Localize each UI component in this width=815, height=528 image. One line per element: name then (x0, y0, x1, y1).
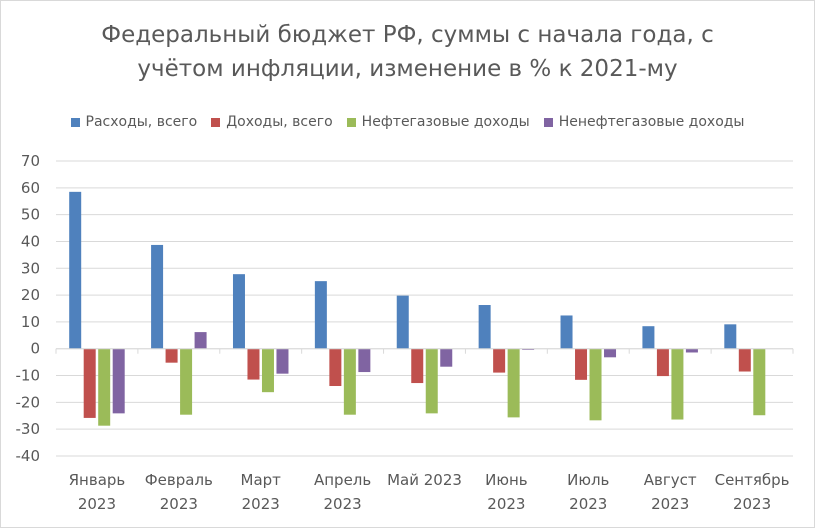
bar-oil-gas (753, 348, 766, 416)
bar-non-oil-gas (685, 348, 698, 353)
y-tick-label: 20 (21, 286, 40, 304)
x-tick-label: Май 2023 (387, 471, 462, 489)
legend-label-non-oil-gas: Ненефтегазовые доходы (558, 114, 745, 130)
y-tick-label: 10 (21, 313, 40, 331)
bar-expenses (69, 191, 82, 349)
x-tick-label-year: 2023 (487, 495, 525, 513)
y-tick-label: 60 (21, 179, 40, 197)
y-tick-label: -40 (16, 447, 41, 465)
x-tick-label-year: 2023 (733, 495, 771, 513)
legend-item-expenses: Расходы, всего (70, 112, 198, 132)
bar-oil-gas (261, 348, 274, 393)
bar-revenue (83, 348, 96, 418)
bar-non-oil-gas (440, 348, 453, 367)
bar-revenue (493, 348, 506, 373)
bar-revenue (165, 348, 178, 363)
bar-revenue (411, 348, 424, 384)
bar-expenses (560, 315, 573, 349)
x-tick-label-year: 2023 (242, 495, 280, 513)
legend: Расходы, всего Доходы, всего Нефтегазовы… (0, 112, 815, 132)
legend-swatch-non-oil-gas (543, 117, 553, 127)
bar-non-oil-gas (522, 348, 535, 350)
x-tick-label: Январь (69, 471, 126, 489)
bar-non-oil-gas (604, 348, 617, 358)
x-tick-label-year: 2023 (651, 495, 689, 513)
bar-non-oil-gas (276, 348, 289, 374)
x-tick-label-year: 2023 (569, 495, 607, 513)
y-tick-label: -20 (16, 393, 41, 411)
x-tick-label-year: 2023 (324, 495, 362, 513)
legend-item-revenue: Доходы, всего (211, 112, 333, 132)
x-tick-label: Февраль (145, 471, 213, 489)
bar-revenue (575, 348, 588, 380)
chart-title: Федеральный бюджет РФ, суммы с начала го… (0, 18, 815, 86)
legend-item-oil-gas: Нефтегазовые доходы (346, 112, 530, 132)
chart-title-line-1: Федеральный бюджет РФ, суммы с начала го… (101, 22, 714, 48)
y-tick-label: -10 (16, 367, 41, 385)
y-tick-label: 50 (21, 206, 40, 224)
legend-label-expenses: Расходы, всего (85, 114, 198, 130)
x-tick-label-year: 2023 (78, 495, 116, 513)
bar-oil-gas (425, 348, 438, 414)
legend-swatch-revenue (211, 117, 221, 127)
x-tick-label-year: 2023 (160, 495, 198, 513)
bar-revenue (329, 348, 342, 387)
bar-non-oil-gas (194, 332, 207, 349)
bar-expenses (642, 326, 655, 349)
y-tick-label: 40 (21, 232, 40, 250)
legend-swatch-oil-gas (346, 117, 356, 127)
y-tick-label: 70 (21, 152, 40, 170)
y-tick-label: -30 (16, 420, 41, 438)
bar-oil-gas (589, 348, 602, 421)
x-tick-label: Март (241, 471, 282, 489)
x-tick-label: Июль (567, 471, 609, 489)
x-tick-label: Июнь (485, 471, 528, 489)
bar-oil-gas (507, 348, 520, 418)
bar-revenue (738, 348, 751, 372)
x-tick-label: Апрель (314, 471, 371, 489)
bar-expenses (232, 274, 245, 349)
chart-title-line-2: учётом инфляции, изменение в % к 2021-му (137, 56, 678, 82)
bar-expenses (314, 281, 327, 349)
y-tick-label: 0 (30, 340, 40, 358)
bar-non-oil-gas (358, 348, 371, 373)
bar-oil-gas (180, 348, 193, 415)
bar-oil-gas (671, 348, 684, 420)
bar-expenses (151, 244, 164, 349)
legend-label-revenue: Доходы, всего (226, 114, 333, 130)
bar-expenses (478, 305, 491, 349)
legend-label-oil-gas: Нефтегазовые доходы (361, 114, 530, 130)
bar-revenue (247, 348, 260, 380)
x-tick-label: Сентябрь (715, 471, 790, 489)
bar-non-oil-gas (112, 348, 125, 414)
bar-revenue (656, 348, 669, 377)
x-tick-label: Август (644, 471, 697, 489)
bar-expenses (724, 324, 737, 349)
bar-expenses (396, 295, 409, 349)
bar-oil-gas (98, 348, 111, 426)
legend-item-non-oil-gas: Ненефтегазовые доходы (543, 112, 745, 132)
legend-swatch-expenses (70, 117, 80, 127)
bar-oil-gas (343, 348, 356, 415)
y-tick-label: 30 (21, 259, 40, 277)
